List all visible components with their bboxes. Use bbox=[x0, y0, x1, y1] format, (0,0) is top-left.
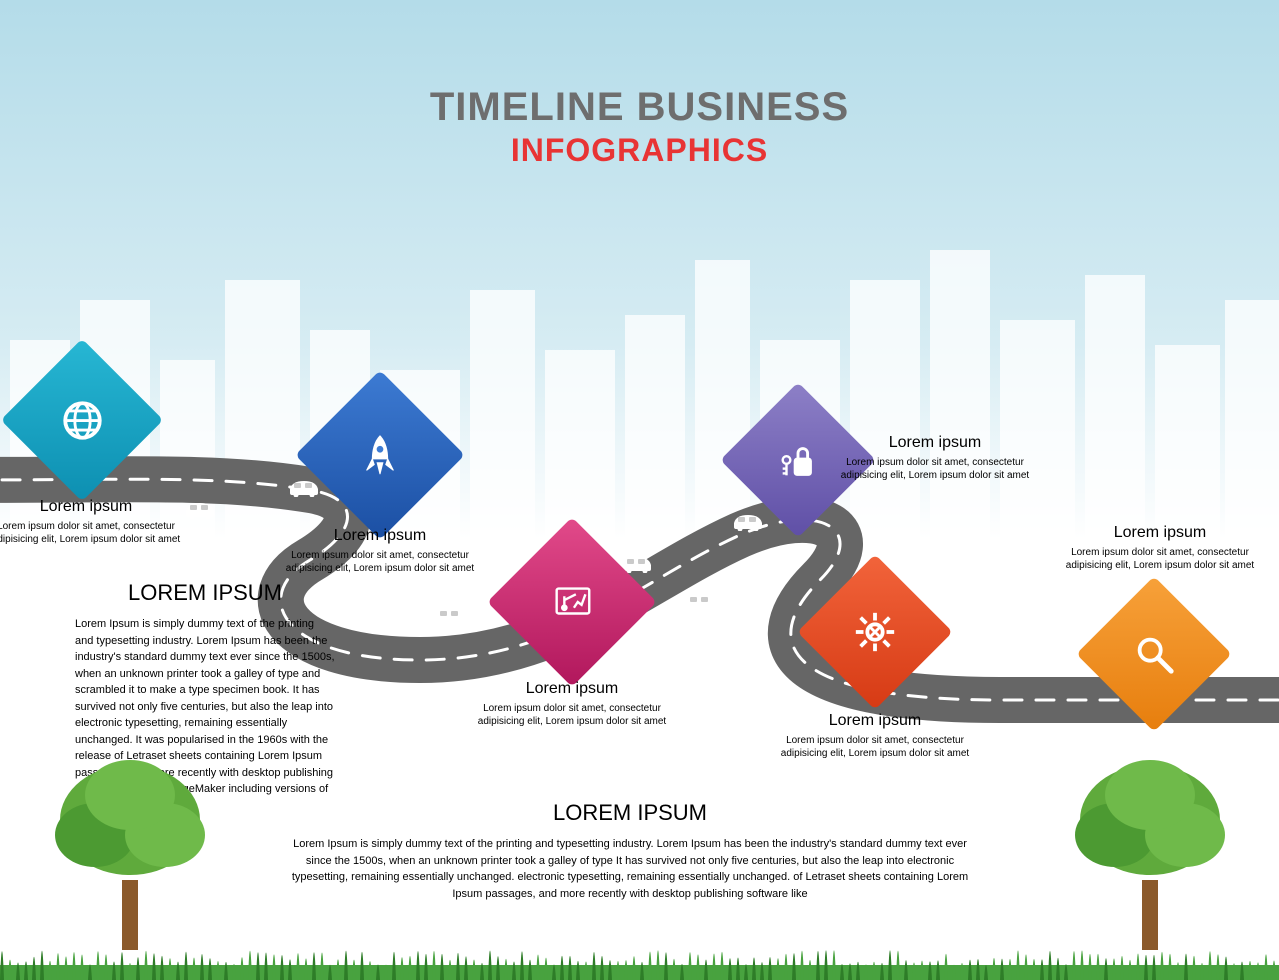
title-sub: INFOGRAPHICS bbox=[0, 132, 1279, 169]
paragraph-bottom: LOREM IPSUM Lorem Ipsum is simply dummy … bbox=[280, 800, 980, 902]
marker-text-1: Lorem ipsum Lorem ipsum dolor sit amet, c… bbox=[280, 527, 480, 575]
gear-icon bbox=[820, 577, 930, 687]
marker-label: Lorem ipsum bbox=[0, 498, 186, 516]
car-icon bbox=[432, 603, 468, 625]
car-icon bbox=[286, 475, 322, 497]
car-icon bbox=[182, 497, 218, 519]
marker-label: Lorem ipsum bbox=[775, 712, 975, 730]
present-icon bbox=[512, 542, 632, 662]
marker-text-0: Lorem ipsum Lorem ipsum dolor sit amet, c… bbox=[0, 498, 186, 546]
paragraph-bottom-body: Lorem Ipsum is simply dummy text of the … bbox=[280, 836, 980, 902]
marker-globe bbox=[25, 363, 140, 478]
search-icon bbox=[1099, 599, 1209, 709]
marker-label: Lorem ipsum bbox=[835, 434, 1035, 452]
marker-text-3: Lorem ipsum Lorem ipsum dolor sit amet, c… bbox=[835, 434, 1035, 482]
marker-body: Lorem ipsum dolor sit amet, consectetur … bbox=[1060, 546, 1260, 572]
marker-rocket bbox=[320, 395, 440, 515]
car-icon bbox=[682, 589, 718, 611]
marker-label: Lorem ipsum bbox=[472, 680, 672, 698]
marker-text-2: Lorem ipsum Lorem ipsum dolor sit amet, c… bbox=[472, 680, 672, 728]
marker-body: Lorem ipsum dolor sit amet, consectetur … bbox=[835, 456, 1035, 482]
marker-gear bbox=[820, 577, 930, 687]
grass-strip bbox=[0, 910, 1279, 980]
marker-body: Lorem ipsum dolor sit amet, consectetur … bbox=[472, 702, 672, 728]
infographic-stage: TIMELINE BUSINESS INFOGRAPHICS Lorem ips… bbox=[0, 0, 1279, 980]
title-main: TIMELINE BUSINESS bbox=[0, 85, 1279, 130]
marker-label: Lorem ipsum bbox=[1060, 524, 1260, 542]
paragraph-bottom-heading: LOREM IPSUM bbox=[280, 800, 980, 826]
marker-body: Lorem ipsum dolor sit amet, consectetur … bbox=[775, 734, 975, 760]
marker-search bbox=[1099, 599, 1209, 709]
marker-body: Lorem ipsum dolor sit amet, consectetur … bbox=[280, 549, 480, 575]
globe-icon bbox=[25, 363, 140, 478]
marker-body: Lorem ipsum dolor sit amet, consectetur … bbox=[0, 520, 186, 546]
marker-text-5: Lorem ipsum Lorem ipsum dolor sit amet, c… bbox=[1060, 524, 1260, 572]
rocket-icon bbox=[320, 395, 440, 515]
title-block: TIMELINE BUSINESS INFOGRAPHICS bbox=[0, 85, 1279, 169]
marker-present bbox=[512, 542, 632, 662]
paragraph-left-heading: LOREM IPSUM bbox=[75, 580, 335, 606]
marker-text-4: Lorem ipsum Lorem ipsum dolor sit amet, c… bbox=[775, 712, 975, 760]
marker-label: Lorem ipsum bbox=[280, 527, 480, 545]
